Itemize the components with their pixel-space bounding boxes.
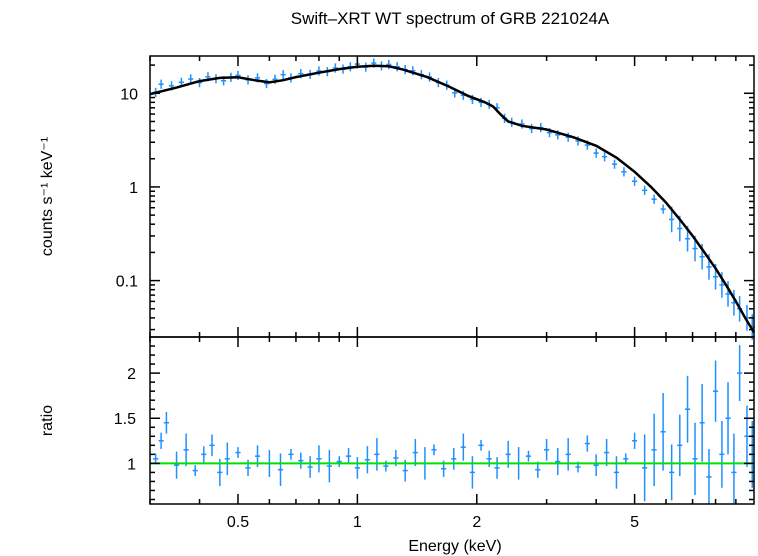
spectrum-point-55	[621, 167, 627, 177]
ratio-point-51	[632, 432, 638, 449]
ratio-point-4	[183, 433, 189, 467]
ratio-point-60	[706, 448, 712, 504]
ratio-point-47	[593, 454, 599, 477]
spectrum-point-54	[611, 159, 618, 169]
x-axis-tick-labels: 0.5 1 2 5	[227, 514, 639, 531]
ratio-point-42	[544, 439, 550, 461]
spectrum-point-21	[332, 63, 338, 73]
ratio-point-6	[201, 446, 207, 463]
ratio-point-19	[326, 449, 332, 483]
ratio-point-36	[486, 450, 492, 467]
ratio-point-28	[412, 439, 418, 467]
ratio-point-11	[245, 459, 251, 477]
ratio-point-63	[725, 382, 731, 455]
spectrum-point-53	[601, 152, 608, 162]
ratio-point-1	[158, 432, 164, 449]
ratio-point-24	[374, 438, 380, 471]
ratio-point-44	[565, 438, 571, 471]
ratio-point-35	[478, 439, 484, 451]
spectrum-point-15	[280, 70, 286, 80]
ratio-point-56	[677, 414, 683, 477]
spectrum-point-1	[158, 79, 164, 89]
spectrum-panel: 0.1 1 10 counts s⁻¹ keV⁻¹	[39, 55, 756, 340]
x-tick-label-2: 2	[472, 514, 481, 531]
x-axis-label: Energy (keV)	[408, 538, 501, 555]
spectrum-point-68	[725, 281, 731, 307]
ratio-point-14	[277, 453, 284, 486]
spectrum-point-59	[660, 204, 666, 214]
x-tick-label-0: 0.5	[227, 514, 249, 531]
ratio-point-66	[744, 405, 750, 467]
spectrum-point-56	[632, 176, 638, 186]
spectrum-point-13	[263, 78, 270, 89]
ratio-point-52	[642, 434, 648, 502]
ratio-point-2	[163, 411, 169, 434]
ratio-data-points	[153, 345, 755, 504]
ratio-panel-frame	[149, 336, 755, 505]
ratio-point-15	[288, 448, 294, 460]
ratio-point-59	[699, 383, 705, 462]
ratio-point-57	[684, 375, 691, 443]
spectrum-point-4	[188, 74, 194, 84]
x-tick-label-1: 1	[353, 514, 362, 531]
x-tick-label-3: 5	[630, 514, 639, 531]
ratio-point-37	[494, 457, 500, 479]
ratio-point-49	[613, 456, 620, 489]
ratio-axis-ticks: 11.52	[114, 337, 754, 504]
spectrum-point-58	[651, 194, 657, 204]
chart-title: Swift–XRT WT spectrum of GRB 221024A	[291, 9, 610, 28]
ratio-panel: 11.52 ratio	[39, 336, 755, 505]
ratio-point-34	[469, 456, 475, 489]
ratio-point-9	[224, 442, 230, 476]
ratio-point-61	[712, 360, 719, 422]
spectrum-model-curve	[149, 64, 756, 334]
ratio-point-54	[660, 392, 666, 471]
spectrum-point-19	[316, 66, 322, 76]
top-y-tick-label-0: 0.1	[116, 274, 138, 291]
ratio-point-32	[451, 448, 457, 470]
bot-y-tick-label-2: 2	[127, 366, 136, 383]
spectrum-point-52	[593, 148, 599, 158]
ratio-point-7	[209, 434, 215, 457]
ratio-point-64	[731, 433, 737, 504]
ratio-point-40	[525, 450, 532, 462]
bot-y-tick-label-1: 1.5	[114, 411, 136, 428]
ratio-point-18	[316, 445, 322, 473]
bot-y-tick-label-0: 1	[127, 456, 136, 473]
ratio-y-axis-label: ratio	[39, 405, 56, 436]
ratio-point-23	[364, 446, 370, 474]
ratio-point-20	[336, 456, 342, 467]
ratio-point-10	[235, 447, 241, 458]
ratio-point-33	[460, 433, 466, 461]
ratio-point-58	[692, 422, 698, 495]
spectrum-panel-frame	[149, 55, 755, 338]
ratio-point-3	[173, 451, 180, 479]
spectrum-data-points	[153, 58, 755, 340]
ratio-point-5	[192, 465, 198, 477]
spectrum-axis-ticks: 0.1 1 10	[116, 56, 754, 337]
ratio-point-48	[604, 439, 610, 467]
ratio-point-62	[719, 420, 725, 488]
spectrum-y-axis-label: counts s⁻¹ keV⁻¹	[39, 137, 56, 256]
ratio-point-46	[584, 435, 590, 452]
ratio-point-22	[354, 457, 360, 479]
ratio-point-16	[298, 452, 304, 469]
spectrum-point-57	[642, 185, 648, 195]
top-y-tick-label-1: 1	[129, 180, 138, 197]
ratio-point-17	[307, 456, 313, 478]
ratio-point-25	[383, 460, 389, 472]
ratio-point-53	[651, 413, 657, 486]
ratio-point-55	[669, 444, 675, 501]
ratio-point-21	[345, 448, 352, 465]
ratio-point-30	[431, 444, 437, 456]
ratio-point-43	[555, 448, 561, 476]
top-y-tick-label-2: 10	[120, 86, 138, 103]
ratio-point-65	[737, 345, 743, 402]
